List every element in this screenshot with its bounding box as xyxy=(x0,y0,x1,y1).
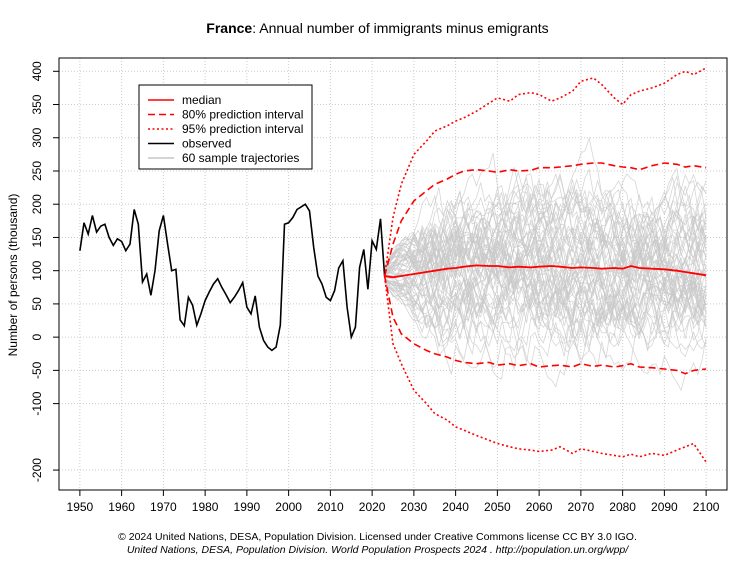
x-tick-label: 2000 xyxy=(275,500,302,514)
sample-trajectory xyxy=(384,271,707,380)
y-tick-label: 400 xyxy=(30,61,44,81)
x-tick-label: 2020 xyxy=(359,500,386,514)
sample-trajectory xyxy=(384,260,707,388)
pi95-lower-line xyxy=(383,275,707,463)
chart-title-country: France xyxy=(206,20,253,36)
sample-trajectory xyxy=(384,152,707,280)
chart-title: France: Annual number of immigrants minu… xyxy=(0,20,755,36)
footer-copyright: © 2024 United Nations, DESA, Population … xyxy=(118,531,637,543)
pi95-upper-line xyxy=(383,67,707,277)
y-tick-label: 0 xyxy=(30,333,44,340)
legend-label: 60 sample trajectories xyxy=(182,151,299,165)
x-tick-label: 2080 xyxy=(609,500,636,514)
median-line xyxy=(384,264,707,279)
sample-trajectory xyxy=(384,269,707,352)
x-tick-label: 1950 xyxy=(67,500,94,514)
legend-label: 80% prediction interval xyxy=(182,108,303,122)
sample-trajectory xyxy=(384,255,707,348)
y-tick-label: 200 xyxy=(30,194,44,214)
sample-trajectory xyxy=(384,207,707,314)
y-tick-label: -50 xyxy=(30,361,44,379)
sample-trajectory xyxy=(384,231,707,361)
pi80-lower-line xyxy=(383,275,707,375)
y-tick-label: 350 xyxy=(30,94,44,114)
y-tick-label: -100 xyxy=(30,391,44,415)
x-tick-label: 2100 xyxy=(693,500,720,514)
sample-trajectory xyxy=(384,237,707,333)
x-tick-label: 1980 xyxy=(192,500,219,514)
x-tick-label: 2060 xyxy=(526,500,553,514)
x-tick-label: 1990 xyxy=(234,500,261,514)
plot-frame xyxy=(58,57,728,491)
sample-trajectory xyxy=(384,276,707,366)
x-tick-label: 2040 xyxy=(442,500,469,514)
sample-trajectory xyxy=(384,275,707,346)
sample-trajectory xyxy=(384,227,707,314)
footer-source: United Nations, DESA, Population Divisio… xyxy=(126,544,629,556)
x-tick-label: 1960 xyxy=(108,500,135,514)
legend-box xyxy=(138,84,313,170)
x-tick-label: 2050 xyxy=(484,500,511,514)
x-tick-label: 2030 xyxy=(401,500,428,514)
observed-line xyxy=(79,203,386,352)
sample-trajectory xyxy=(384,239,707,344)
sample-trajectory xyxy=(384,195,707,278)
sample-trajectory xyxy=(384,136,707,285)
sample-trajectory xyxy=(384,226,707,334)
pi80-upper-line xyxy=(383,162,707,277)
x-tick-label: 2010 xyxy=(317,500,344,514)
sample-trajectory xyxy=(384,219,707,302)
y-tick-label: 50 xyxy=(30,297,44,311)
y-tick-label: -200 xyxy=(30,458,44,482)
y-tick-label: 250 xyxy=(30,161,44,181)
x-tick-label: 2070 xyxy=(568,500,595,514)
y-tick-label: 300 xyxy=(30,127,44,147)
legend-label: median xyxy=(182,93,221,107)
legend-label: 95% prediction interval xyxy=(182,122,303,136)
legend-label: observed xyxy=(182,137,231,151)
y-tick-label: 100 xyxy=(30,260,44,280)
sample-trajectory xyxy=(384,228,707,350)
y-tick-label: 150 xyxy=(30,227,44,247)
x-tick-label: 1970 xyxy=(150,500,177,514)
x-tick-label: 2090 xyxy=(651,500,678,514)
chart-title-rest: : Annual number of immigrants minus emig… xyxy=(252,20,549,36)
sample-trajectory xyxy=(384,167,707,288)
sample-trajectory xyxy=(384,213,707,335)
sample-trajectory xyxy=(384,177,707,272)
